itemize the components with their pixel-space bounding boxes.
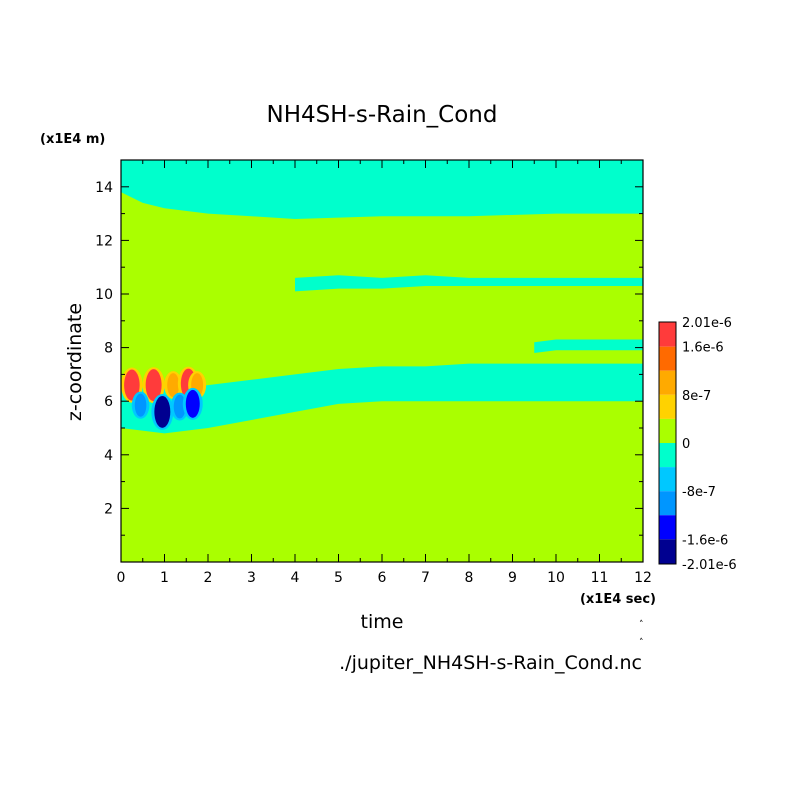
chart-title: NH4SH-s-Rain_Cond xyxy=(267,102,498,128)
y-unit-label: (x1E4 m) xyxy=(40,132,105,147)
y-tick-label: 8 xyxy=(104,341,113,357)
x-tick-label: 0 xyxy=(117,570,126,586)
colorbar-label: 1.6e-6 xyxy=(682,341,724,356)
colorbar: 2.01e-6 1.6e-6 8e-7 0 -8e-7 -1.6e-6 -2.01e-6 xyxy=(658,316,737,573)
colorbar-frame xyxy=(658,321,677,565)
y-tick-label: 4 xyxy=(104,448,113,464)
colorbar-segment xyxy=(659,491,676,516)
colorbar-label: 8e-7 xyxy=(682,389,711,404)
contour-band xyxy=(121,160,643,219)
colorbar-label: -1.6e-6 xyxy=(682,533,728,548)
x-tick-label: 5 xyxy=(334,570,343,586)
x-tick-label: 4 xyxy=(291,570,300,586)
x-tick-label: 10 xyxy=(547,570,565,586)
contour-band xyxy=(121,363,643,434)
colorbar-segment xyxy=(659,394,676,419)
colorbar-segment xyxy=(659,322,676,347)
plot-background xyxy=(121,160,643,562)
contour-band xyxy=(534,339,643,353)
contour-core xyxy=(154,395,171,428)
x-tick-label: 7 xyxy=(421,570,430,586)
y-tick-label: 10 xyxy=(95,287,113,303)
colorbar-segment xyxy=(659,539,676,564)
colorbar-segment xyxy=(659,346,676,371)
contour-core xyxy=(145,369,162,402)
y-axis-label: z-coordinate xyxy=(64,303,86,421)
contour-core xyxy=(134,393,147,417)
plot-area xyxy=(120,159,644,563)
contour-core xyxy=(124,369,140,401)
y-tick-label: 6 xyxy=(104,394,113,410)
y-axis-ticks: 2 4 6 8 10 12 14 xyxy=(95,180,643,536)
colorbar-segment xyxy=(659,443,676,468)
y-tick-label: 12 xyxy=(95,233,113,249)
colorbar-segment xyxy=(659,467,676,492)
contour-band xyxy=(295,275,643,292)
x-tick-label: 1 xyxy=(160,570,169,586)
colorbar-label: -8e-7 xyxy=(682,485,716,500)
x-tick-label: 12 xyxy=(634,570,652,586)
y-tick-label: 2 xyxy=(104,501,113,517)
colorbar-label: 0 xyxy=(682,437,690,452)
colorbar-segment xyxy=(659,515,676,540)
x-tick-label: 3 xyxy=(247,570,256,586)
y-tick-label: 14 xyxy=(95,180,113,196)
x-tick-label: 8 xyxy=(465,570,474,586)
x-tick-label: 2 xyxy=(204,570,213,586)
colorbar-label: 2.01e-6 xyxy=(682,316,732,331)
contour-cores xyxy=(121,366,207,430)
x-tick-label: 9 xyxy=(508,570,517,586)
colorbar-segment xyxy=(659,418,676,443)
x-axis-ticks: 0 1 2 3 4 5 6 7 8 9 10 11 12 xyxy=(117,160,652,586)
colorbar-segment xyxy=(659,370,676,395)
contour-core xyxy=(185,389,200,418)
x-axis-label: time xyxy=(361,611,404,633)
small-mark: ˄ xyxy=(639,620,644,630)
x-tick-label: 6 xyxy=(378,570,387,586)
source-file-label: ./jupiter_NH4SH-s-Rain_Cond.nc xyxy=(339,652,642,674)
contour-core xyxy=(167,373,180,398)
small-mark: ˄ xyxy=(639,638,644,648)
x-tick-label: 11 xyxy=(591,570,609,586)
x-unit-label: (x1E4 sec) xyxy=(580,592,656,607)
colorbar-label: -2.01e-6 xyxy=(682,558,737,573)
contour-bands xyxy=(121,160,643,434)
contour-core xyxy=(173,394,186,419)
